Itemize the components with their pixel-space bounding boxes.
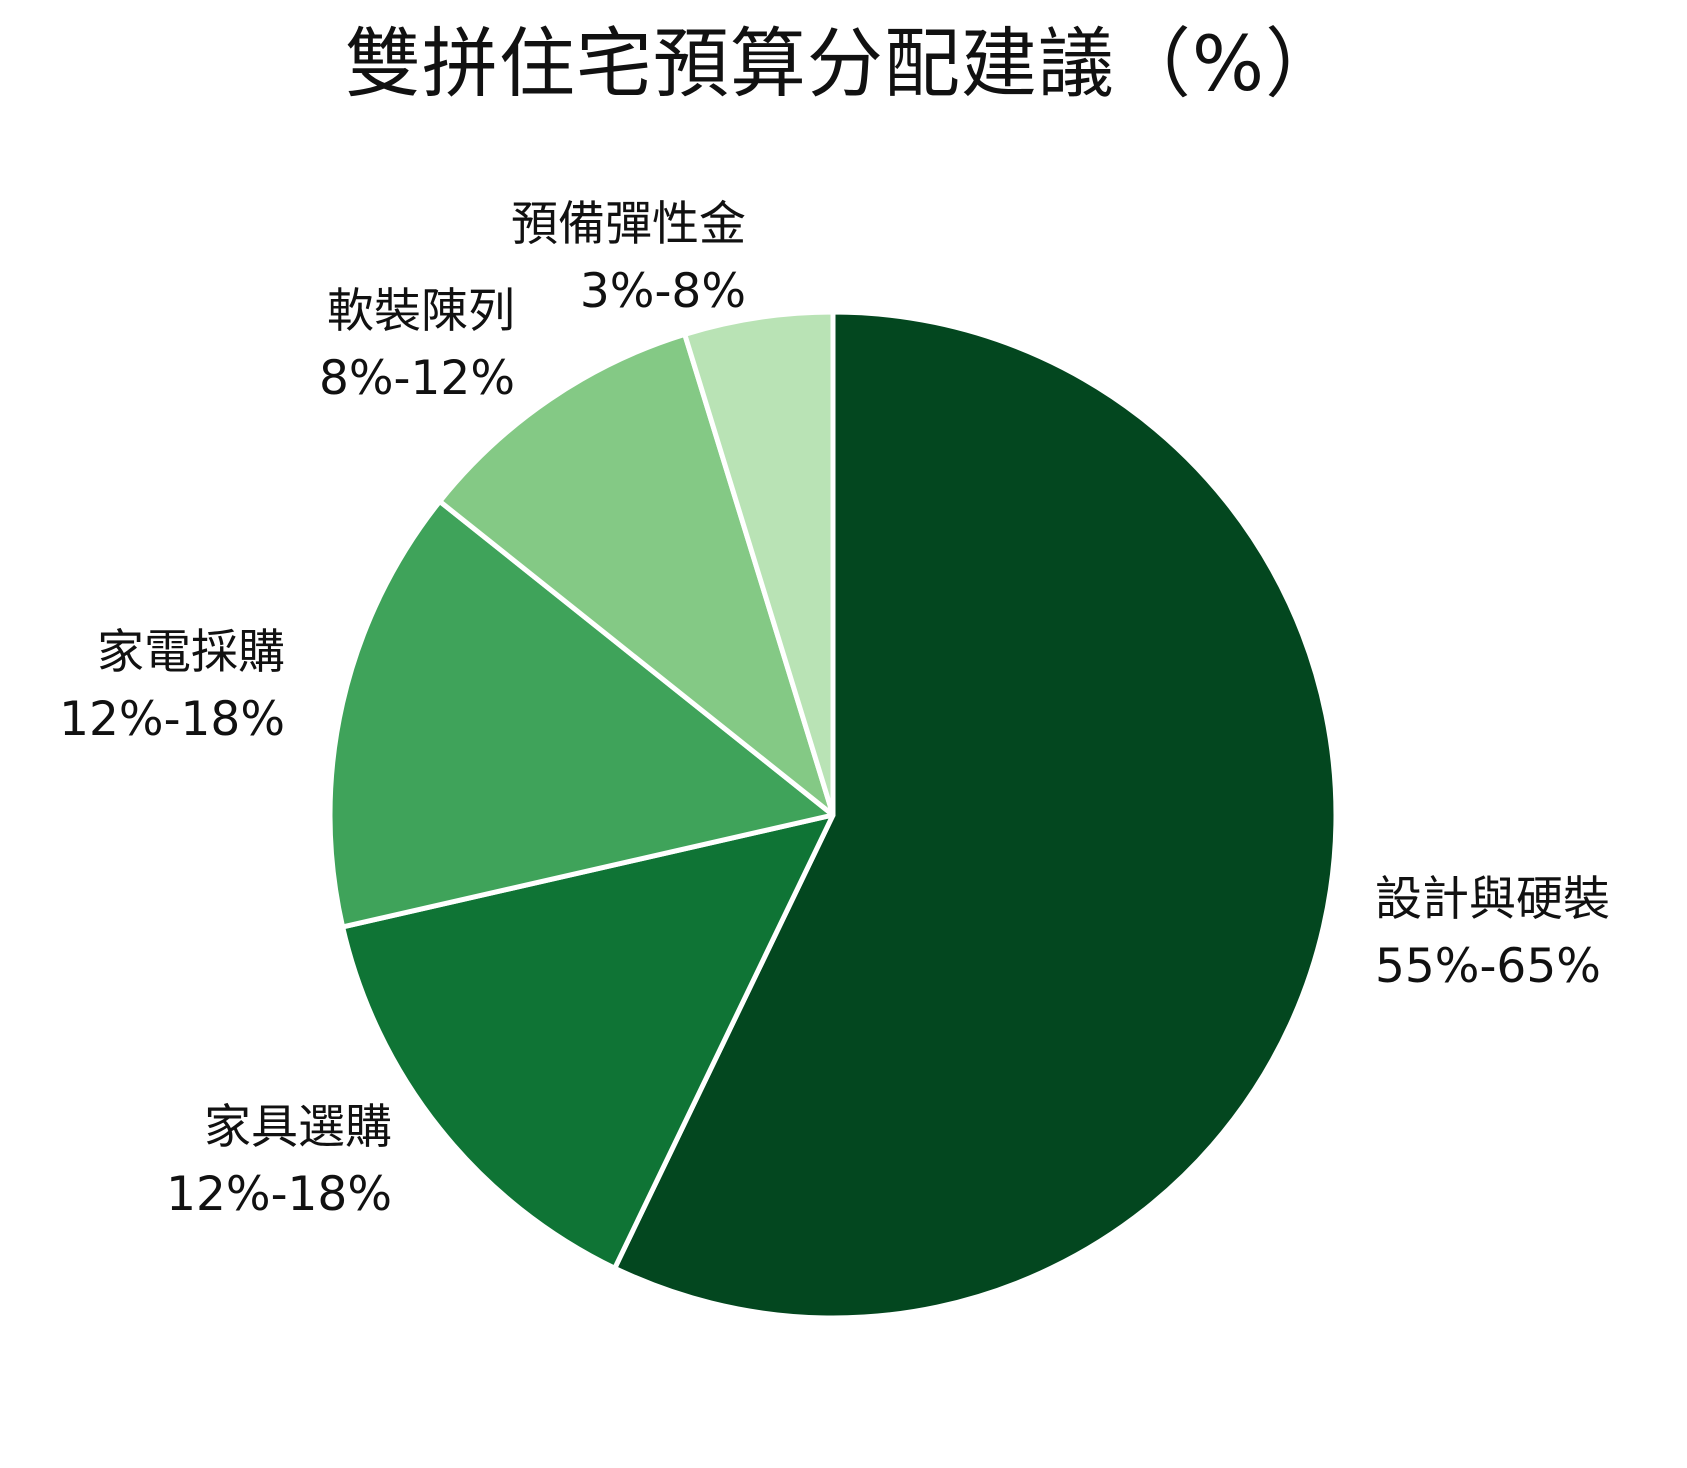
slice-label-range-5: 3%-8%	[580, 264, 746, 319]
slice-label-range-2: 12%-18%	[166, 1167, 392, 1222]
slice-label-range-4: 8%-12%	[319, 351, 515, 406]
slice-label-name-4: 軟裝陳列	[327, 284, 515, 339]
chart-title: 雙拼住宅預算分配建議（%）	[344, 19, 1343, 108]
pie-slice-3	[327, 498, 836, 930]
slice-label-range-3: 12%-18%	[59, 692, 285, 747]
pie-slice-1	[612, 309, 1339, 1321]
slice-label-range-1: 55%-65%	[1375, 939, 1601, 994]
slice-label-name-2: 家具選購	[204, 1100, 392, 1155]
pie-slice-5	[682, 309, 836, 818]
pie-slice-4	[437, 331, 836, 818]
slice-label-name-5: 預備彈性金	[511, 197, 746, 252]
slice-label-name-3: 家電採購	[97, 625, 285, 680]
pie-slice-2	[340, 812, 836, 1271]
slice-label-name-1: 設計與硬裝	[1375, 872, 1610, 927]
